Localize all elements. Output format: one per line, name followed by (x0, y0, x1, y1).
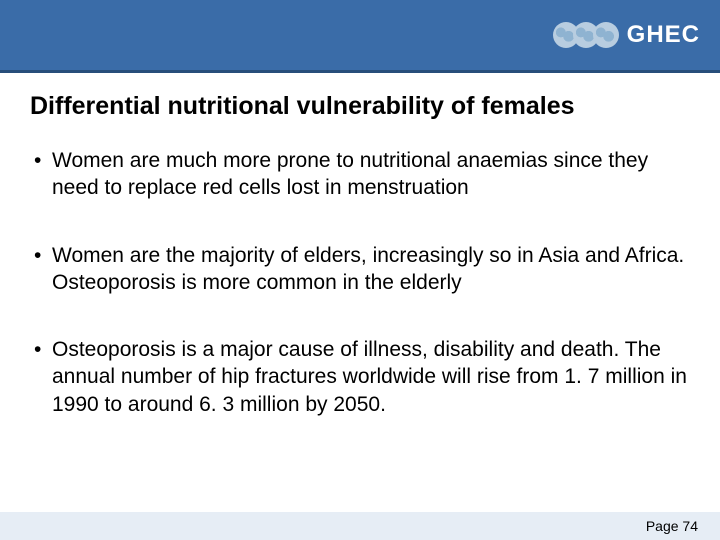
content-area: Differential nutritional vulnerability o… (0, 73, 720, 540)
bullet-item: Osteoporosis is a major cause of illness… (30, 336, 690, 418)
bullet-item: Women are the majority of elders, increa… (30, 242, 690, 297)
footer-bar: Page 74 (0, 512, 720, 540)
bullet-item: Women are much more prone to nutritional… (30, 147, 690, 202)
footer: Page 74 (0, 512, 720, 540)
logo-text: GHEC (627, 21, 700, 49)
header-bar: GHEC (0, 0, 720, 70)
slide: GHEC Differential nutritional vulnerabil… (0, 0, 720, 540)
logo: GHEC (553, 21, 700, 49)
bullet-list: Women are much more prone to nutritional… (30, 147, 690, 418)
page-number: Page 74 (646, 518, 698, 534)
triple-globe-icon (553, 22, 619, 48)
slide-title: Differential nutritional vulnerability o… (30, 91, 690, 121)
